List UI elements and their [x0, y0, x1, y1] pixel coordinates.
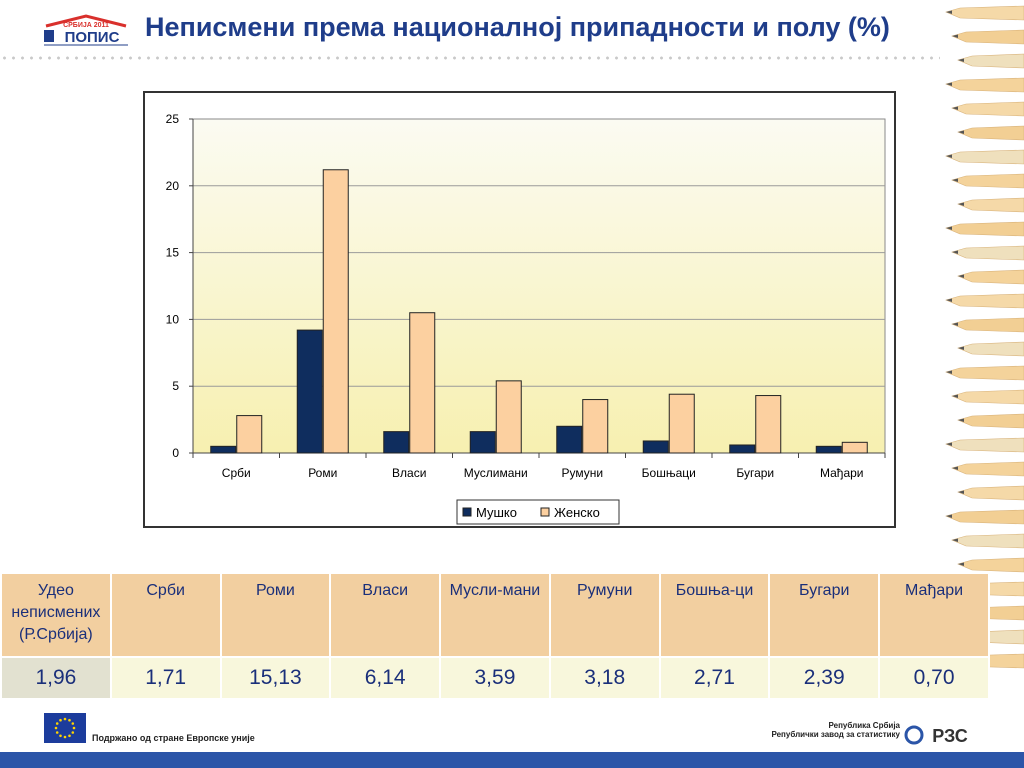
table-header-row: Удео неписмених (Р.Србија) Срби Роми Вла… — [0, 572, 990, 658]
bar-female — [841, 441, 868, 454]
table-header-cell: Срби — [109, 572, 222, 658]
x-tick-label: Румуни — [561, 466, 603, 480]
rzs-logo: РЗС — [904, 725, 968, 746]
legend-swatch — [462, 507, 472, 517]
bar-female — [755, 395, 782, 454]
legend-swatch — [540, 507, 550, 517]
x-tick-label: Власи — [392, 466, 426, 480]
table-cell: 1,96 — [0, 656, 112, 700]
table-header-cell: Бошња-ци — [658, 572, 771, 658]
legend-label: Мушко — [476, 505, 517, 520]
bar-male — [469, 431, 496, 454]
table-cell: 2,39 — [768, 656, 881, 700]
bar-male — [296, 329, 323, 454]
legend-label: Женско — [554, 505, 600, 520]
bar-female — [668, 393, 695, 454]
legend-box — [456, 499, 620, 525]
bottom-bar — [0, 752, 1024, 768]
bar-chart: 0 5 10 15 20 25 Срби Роми Власи Муслимани Румуни Бо… — [166, 112, 886, 525]
bar-male — [642, 440, 669, 454]
x-tick-label: Роми — [308, 466, 337, 480]
rzs-logo-text: РЗС — [932, 726, 968, 746]
table-header-cell: Удео неписмених (Р.Србија) — [0, 572, 112, 658]
bar-female — [409, 312, 436, 454]
table-cell: 1,71 — [109, 656, 222, 700]
table-header-cell: Мађари — [878, 572, 990, 658]
x-tick-label: Бугари — [736, 466, 774, 480]
popis-logo: СРБИЈА 2011 ПОПИС — [40, 14, 132, 48]
bar-male — [383, 431, 410, 454]
table-cell: 2,71 — [658, 656, 771, 700]
y-tick-label: 20 — [166, 179, 180, 193]
y-tick-label: 25 — [166, 112, 180, 126]
logo-text-main: ПОПИС — [65, 29, 120, 46]
bar-male — [815, 445, 842, 454]
table-header-cell: Роми — [219, 572, 332, 658]
bar-female — [495, 380, 522, 454]
rzs-line-2: Републички завод за статистику — [771, 730, 900, 739]
table-header-cell: Румуни — [548, 572, 661, 658]
table-cell: 15,13 — [219, 656, 332, 700]
eu-flag-icon — [44, 713, 86, 743]
chart-frame: 0 5 10 15 20 25 Срби Роми Власи Муслимани Румуни Бо… — [143, 91, 896, 528]
bar-female — [582, 399, 609, 454]
table-header-cell: Бугари — [768, 572, 881, 658]
x-tick-label: Бошњаци — [642, 466, 696, 480]
rzs-line-1: Република Србија — [828, 721, 900, 730]
y-tick-label: 5 — [172, 379, 179, 393]
bar-female — [236, 415, 263, 454]
page-title: Неписмени према националној припадности … — [145, 12, 890, 42]
bar-female — [322, 169, 349, 454]
table-header-cell: Власи — [329, 572, 442, 658]
table-cell: 3,18 — [548, 656, 661, 700]
table-row: 1,96 1,71 15,13 6,14 3,59 3,18 2,71 2,39… — [0, 656, 990, 700]
dotted-divider — [0, 56, 940, 60]
x-tick-label: Срби — [222, 466, 251, 480]
table-cell: 6,14 — [329, 656, 442, 700]
y-tick-label: 10 — [166, 312, 180, 326]
x-tick-label: Муслимани — [464, 466, 528, 480]
y-tick-label: 0 — [172, 446, 179, 460]
pencils-decoration — [945, 5, 1024, 669]
bar-male — [729, 444, 756, 454]
table-cell: 0,70 — [878, 656, 990, 700]
eu-support-text: Подржано од стране Европске уније — [92, 733, 255, 743]
table-cell: 3,59 — [439, 656, 551, 700]
x-tick-label: Мађари — [820, 466, 864, 480]
table-header-cell: Мусли-мани — [439, 572, 551, 658]
logo-text-top: СРБИЈА 2011 — [63, 22, 109, 29]
rzs-block: Република Србија Републички завод за ста… — [771, 721, 982, 746]
y-tick-label: 15 — [166, 246, 180, 260]
data-table: Удео неписмених (Р.Србија) Срби Роми Вла… — [0, 572, 990, 700]
eu-support-block: Подржано од стране Европске уније — [44, 713, 255, 743]
bar-male — [556, 425, 583, 454]
bar-male — [210, 445, 237, 454]
